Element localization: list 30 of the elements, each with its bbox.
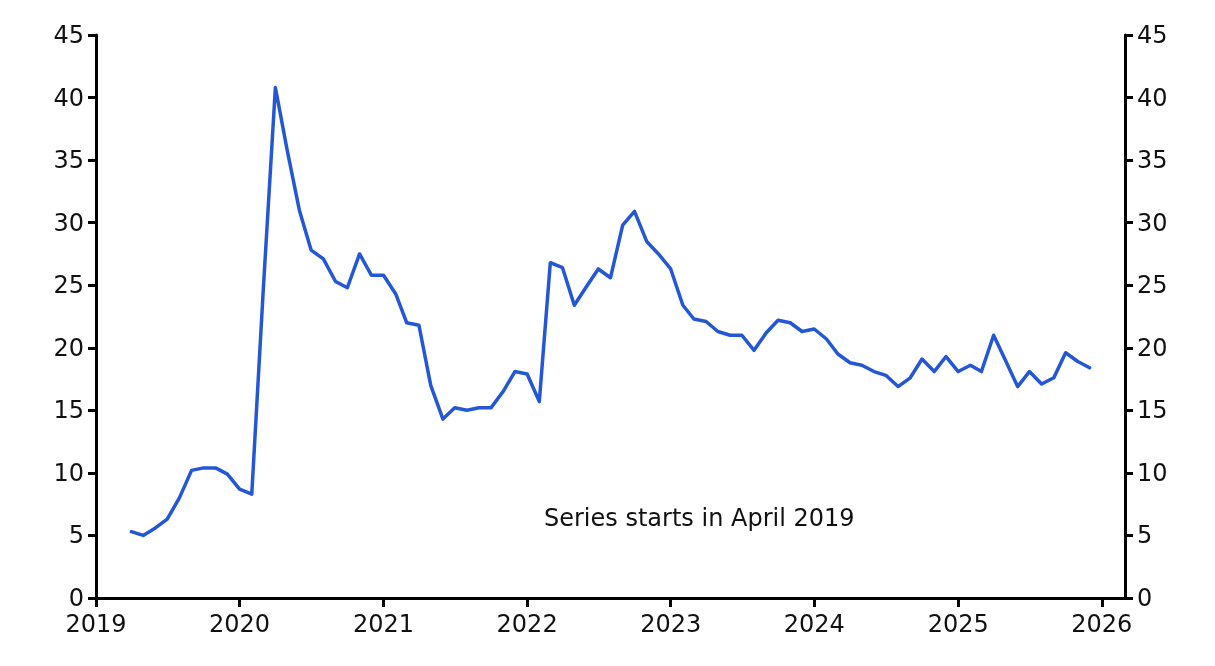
y2-tick-label: 5 [1137,521,1153,550]
y2-tick-label: 40 [1137,83,1168,112]
y-tick-label: 0 [68,584,84,612]
y-tick-label: 25 [53,271,84,300]
y-tick-label: 30 [53,208,84,237]
y2-tick-label: 10 [1137,458,1168,487]
y2-tick-label: 0 [1137,584,1153,612]
x-tick-label: 2023 [640,610,702,638]
y-tick-label: 45 [53,21,84,49]
y-tick-label: 20 [53,333,84,362]
x-tick-label: 2019 [65,610,127,638]
y-tick-label: 10 [53,458,84,487]
x-tick-label: 2024 [783,610,845,638]
y-tick-label: 15 [53,396,84,425]
y2-tick-label: 30 [1137,208,1168,237]
y2-tick-label: 20 [1137,333,1168,362]
y-tick-label: 40 [53,83,84,112]
x-tick-label: 2020 [209,610,271,638]
y2-tick-label: 15 [1137,396,1168,425]
y2-tick-label: 35 [1137,146,1168,175]
x-tick-label: 2026 [1071,610,1133,638]
x-tick-label: 2021 [353,610,415,638]
x-tick-label: 2022 [496,610,558,638]
y2-tick-label: 25 [1137,271,1168,300]
y-tick-label: 5 [68,521,84,550]
y2-tick-label: 45 [1137,21,1168,49]
y-tick-label: 35 [53,146,84,175]
line-series [129,85,1092,538]
x-tick-label: 2025 [927,610,989,638]
annotation: Series starts in April 2019 [544,504,855,532]
